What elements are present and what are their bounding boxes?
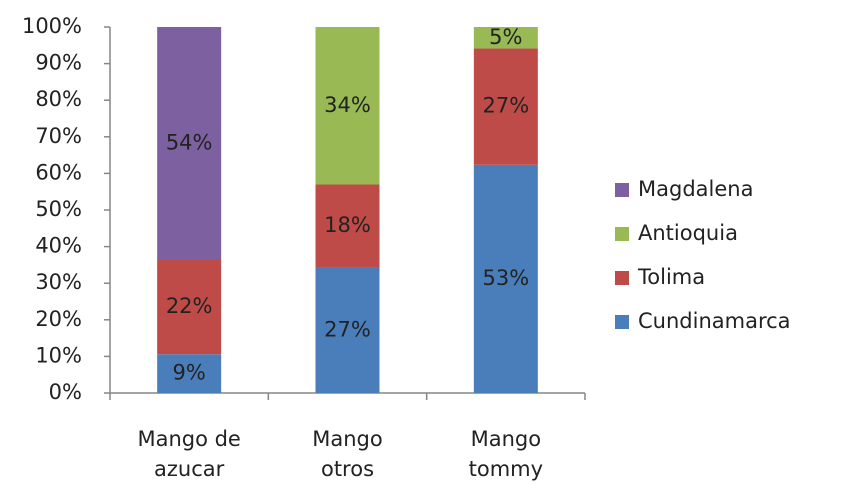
data-label: 22% xyxy=(166,294,213,318)
bar-segment xyxy=(473,164,538,393)
legend-label: Antioquia xyxy=(638,221,738,245)
y-tick-label: 30% xyxy=(35,270,82,294)
x-tick-label: Mango de xyxy=(137,427,240,451)
y-tick-label: 70% xyxy=(35,124,82,148)
data-label: 18% xyxy=(324,213,371,237)
y-tick-label: 90% xyxy=(35,51,82,75)
legend-swatch xyxy=(615,183,629,197)
legend-swatch xyxy=(615,315,629,329)
y-tick-label: 100% xyxy=(22,14,82,38)
bar-segment xyxy=(157,27,222,260)
legend-swatch xyxy=(615,271,629,285)
x-tick-label: Mango xyxy=(312,427,382,451)
legend-swatch xyxy=(615,227,629,241)
y-tick-label: 20% xyxy=(35,307,82,331)
legend-label: Tolima xyxy=(637,265,705,289)
bar-segment xyxy=(315,27,380,185)
bar-segment xyxy=(157,259,222,355)
y-tick-label: 40% xyxy=(35,234,82,258)
x-tick-label: tommy xyxy=(469,457,543,481)
bar-segment xyxy=(315,184,380,268)
y-tick-label: 10% xyxy=(35,343,82,367)
data-label: 9% xyxy=(173,361,206,385)
bar-segment xyxy=(473,27,538,49)
x-tick-label: azucar xyxy=(154,457,225,481)
y-tick-label: 0% xyxy=(49,380,82,404)
data-label: 54% xyxy=(166,130,213,154)
bar-segment xyxy=(157,354,222,393)
data-label: 27% xyxy=(324,317,371,341)
bar-segment xyxy=(315,267,380,393)
data-label: 27% xyxy=(482,94,529,118)
bar-segment xyxy=(473,48,538,165)
y-tick-label: 60% xyxy=(35,160,82,184)
data-label: 5% xyxy=(489,25,522,49)
legend-label: Cundinamarca xyxy=(638,309,791,333)
data-label: 34% xyxy=(324,93,371,117)
x-tick-label: Mango xyxy=(471,427,541,451)
legend-label: Magdalena xyxy=(638,177,753,201)
x-tick-label: otros xyxy=(321,457,374,481)
y-tick-label: 80% xyxy=(35,87,82,111)
data-label: 53% xyxy=(482,266,529,290)
y-tick-label: 50% xyxy=(35,197,82,221)
